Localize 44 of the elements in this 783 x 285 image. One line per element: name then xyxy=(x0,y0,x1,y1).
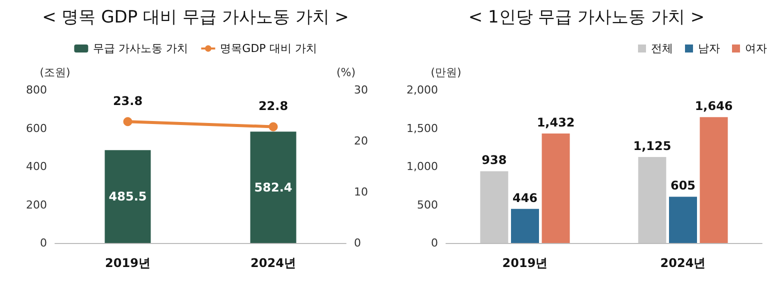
text: 938 xyxy=(482,153,507,168)
y-tick-label: 1,500 xyxy=(406,122,438,135)
y-tick-label: 400 xyxy=(26,160,47,173)
legend-label: 무급 가사노동 가치 xyxy=(93,42,188,55)
text: 1,646 xyxy=(694,99,733,114)
legend-label: 여자 xyxy=(745,42,767,55)
y-tick-label: 0 xyxy=(40,236,47,250)
text: 446 xyxy=(512,190,538,205)
data-label: 22.8 xyxy=(258,99,288,114)
chart-title: < 명목 GDP 대비 무급 가사노동 가치 > xyxy=(42,8,349,28)
text: 605 xyxy=(670,178,696,193)
y2-tick-label: 20 xyxy=(354,134,368,148)
legend-label: 전체 xyxy=(651,42,673,55)
y-axis-title: (조원) xyxy=(40,66,70,79)
x-tick-label: 2024년 xyxy=(660,256,706,270)
x-tick-label: 2019년 xyxy=(105,256,150,270)
bar xyxy=(669,196,697,243)
y-tick-label: 1,000 xyxy=(406,160,438,173)
data-label: 582.4 xyxy=(254,180,292,194)
x-tick-label: 2024년 xyxy=(250,256,296,270)
chart-title: < 1인당 무급 가사노동 가치 > xyxy=(468,8,705,28)
y2-tick-label: 10 xyxy=(354,186,368,198)
y-tick-label: 200 xyxy=(26,198,47,212)
text: 1,125 xyxy=(633,138,672,153)
y-axis-title: (만원) xyxy=(430,66,462,79)
bar xyxy=(638,156,666,243)
data-label: 485.5 xyxy=(108,190,147,204)
y-tick-label: 0 xyxy=(431,236,438,250)
legend-label: 명목GDP 대비 가치 xyxy=(220,42,317,55)
x-tick-label: 2019년 xyxy=(502,256,548,270)
y-tick-label: 500 xyxy=(417,198,438,212)
bar xyxy=(700,117,728,243)
legend-label: 남자 xyxy=(698,42,720,55)
y-tick-label: 600 xyxy=(26,122,47,135)
y2-tick-label: 0 xyxy=(354,236,361,250)
bar xyxy=(480,171,508,243)
y2-tick-label: 30 xyxy=(354,84,368,96)
y2-axis-title: (%) xyxy=(336,66,356,79)
bar xyxy=(542,133,570,243)
bar xyxy=(511,208,539,243)
text: 1,432 xyxy=(536,115,575,130)
y-tick-label: 2,000 xyxy=(406,84,438,96)
data-label: 23.8 xyxy=(112,94,143,108)
y-tick-label: 800 xyxy=(26,84,47,96)
